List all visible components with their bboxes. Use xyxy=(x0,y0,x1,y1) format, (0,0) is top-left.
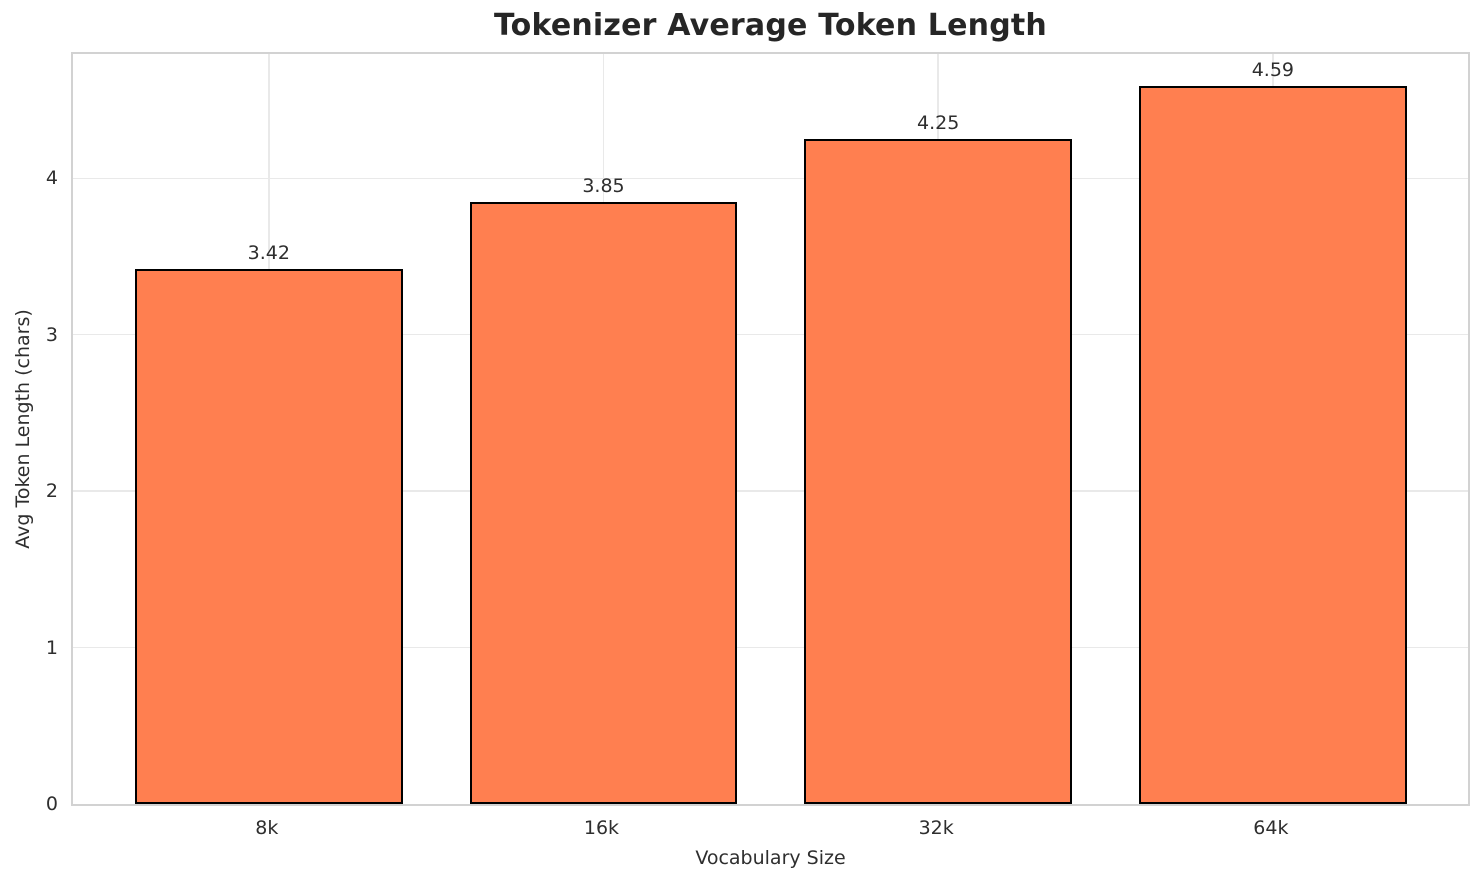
y-tick-label: 2 xyxy=(45,480,58,503)
bar-64k xyxy=(1138,85,1407,804)
x-tick-label-32k: 32k xyxy=(918,817,954,839)
gridline-horizontal xyxy=(73,177,1468,180)
y-tick-label: 3 xyxy=(45,323,58,346)
x-axis-label: Vocabulary Size xyxy=(695,847,846,869)
y-tick-label: 0 xyxy=(45,793,58,815)
plot-area: 3.42 3.85 4.25 4.59 xyxy=(71,52,1470,806)
y-tick-label: 1 xyxy=(45,636,58,659)
bar-value-label: 4.59 xyxy=(1251,58,1295,81)
bar-32k xyxy=(804,139,1073,804)
x-tick-label-8k: 8k xyxy=(255,817,279,839)
bar-value-label: 4.25 xyxy=(917,112,960,135)
bar-value-label: 3.42 xyxy=(247,242,290,265)
x-tick-label-64k: 64k xyxy=(1253,817,1289,839)
y-tick-label: 4 xyxy=(45,167,58,190)
gridline-horizontal xyxy=(73,490,1468,492)
bar-16k xyxy=(469,201,738,804)
bar-8k xyxy=(134,269,403,804)
x-tick-label-16k: 16k xyxy=(583,817,620,839)
gridline-horizontal xyxy=(73,646,1468,649)
gridline-horizontal xyxy=(73,333,1468,336)
bar-value-label: 3.85 xyxy=(582,174,625,197)
chart-title: Tokenizer Average Token Length xyxy=(493,8,1047,43)
